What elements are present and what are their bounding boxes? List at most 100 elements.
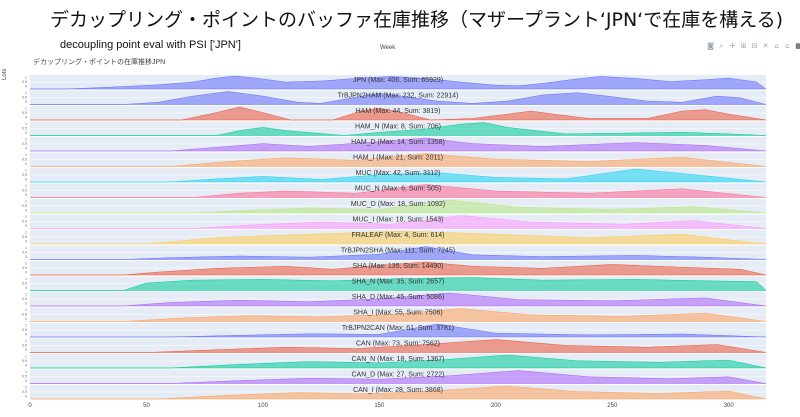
camera-icon[interactable]: ◙	[707, 42, 714, 50]
series-title: HAM_D (Max: 14, Sum: 1358)	[351, 139, 445, 146]
y-tick-label: 1	[25, 231, 27, 235]
zoom-in-icon[interactable]: ⊞	[740, 42, 747, 50]
y-tick-label: 0.5	[22, 80, 27, 84]
y-tick-label: 0.5	[22, 235, 27, 239]
y-tick-label: 0	[25, 302, 27, 306]
series-area	[30, 261, 767, 276]
y-tick-label: 0.5	[22, 297, 27, 301]
series-title: FRALEAF (Max: 4, Sum: 614)	[352, 232, 445, 239]
y-tick-label: 0	[25, 224, 27, 228]
y-tick-label: 1	[25, 138, 27, 142]
pan-icon[interactable]: ✛	[729, 42, 736, 50]
series-area	[30, 184, 767, 198]
y-tick-label: 0.5	[22, 111, 27, 115]
autoscale-icon[interactable]: ✕	[762, 42, 769, 50]
y-tick-label: 0	[25, 379, 27, 383]
slide-subtitle: decoupling point eval with PSI ['JPN']	[60, 39, 241, 51]
y-tick-label: 0	[25, 162, 27, 166]
x-tick-label: 150	[374, 403, 385, 409]
series-title: TrBJPN2CAN (Max: 61, Sum: 3781)	[342, 325, 454, 332]
series-title: MUC (Max: 42, Sum: 3112)	[356, 170, 441, 177]
x-axis-label: Week	[380, 45, 396, 51]
series-area	[30, 385, 767, 400]
y-tick-label: 0	[25, 333, 27, 337]
series-area	[30, 137, 767, 152]
series-title: HAM_N (Max: 8, Sum: 706)	[355, 124, 441, 131]
series-area	[30, 215, 767, 229]
series-title: HAM_I (Max: 21, Sum: 2011)	[353, 155, 443, 162]
series-area	[30, 122, 767, 136]
y-tick-label: 0.5	[22, 142, 27, 146]
y-tick-label: 0.5	[22, 282, 27, 286]
series-title: MUC_N (Max: 6, Sum: 505)	[355, 186, 441, 193]
y-tick-label: 0	[25, 255, 27, 259]
series-title: JPN (Max: 406, Sum: 65929)	[353, 77, 443, 84]
y-tick-label: 0.5	[22, 313, 27, 317]
zoom-icon[interactable]: ⌕	[719, 42, 724, 50]
series-title: CAN_D (Max: 27, Sum: 2722)	[352, 372, 445, 379]
y-tick-label: 0.5	[22, 251, 27, 255]
plot-modebar: ◙ ⌕ ✛ ⊞ ⊟ ✕ ⌂ ⌂ ▦	[707, 42, 800, 54]
series-title: SHA_N (Max: 35, Sum: 2657)	[352, 279, 445, 286]
y-tick-label: 1	[25, 200, 27, 204]
y-tick-label: 0	[25, 286, 27, 290]
series-title: SHA (Max: 135, Sum: 14490)	[352, 263, 443, 270]
y-tick-label: 1	[25, 76, 27, 80]
y-tick-label: 1	[25, 277, 27, 281]
y-tick-label: 0	[25, 240, 27, 244]
y-tick-label: 0	[25, 209, 27, 213]
y-tick-label: 1	[25, 107, 27, 111]
y-tick-label: 1	[25, 91, 27, 95]
series-title: HAM (Max: 44, Sum: 3819)	[356, 108, 441, 115]
y-tick-label: 0	[25, 116, 27, 120]
series-title: CAN_I (Max: 28, Sum: 3868)	[353, 387, 443, 394]
y-tick-label: 0	[25, 348, 27, 352]
series-title: CAN (Max: 73, Sum: 7562)	[356, 341, 440, 348]
y-tick-label: 1	[25, 169, 27, 173]
y-tick-label: 0.5	[22, 266, 27, 270]
x-tick-label: 200	[491, 403, 502, 409]
y-tick-label: 0	[25, 364, 27, 368]
y-tick-label: 0.5	[22, 204, 27, 208]
series-area	[30, 106, 767, 121]
series-area	[30, 292, 767, 307]
y-tick-label: 0.5	[22, 173, 27, 177]
reset-axes-icon[interactable]: ⌂	[774, 42, 779, 50]
series-area	[30, 153, 767, 167]
series-area	[30, 168, 767, 183]
series-area	[30, 277, 767, 291]
y-tick-label: 0.5	[22, 359, 27, 363]
series-area	[30, 230, 767, 245]
y-tick-label: 1	[25, 262, 27, 266]
series-title: SHA_D (Max: 45, Sum: 5086)	[352, 294, 445, 301]
y-tick-label: 1	[25, 386, 27, 390]
series-title: TrBJPN2SHA (Max: 111, Sum: 7245)	[341, 248, 455, 255]
x-tick-label: 250	[607, 403, 618, 409]
y-tick-label: 0.5	[22, 220, 27, 224]
y-tick-label: 1	[25, 355, 27, 359]
y-tick-label: 0	[25, 100, 27, 104]
y-tick-label: 1	[25, 293, 27, 297]
series-area	[30, 370, 767, 384]
y-tick-label: 0	[25, 147, 27, 151]
y-tick-label: 1	[25, 122, 27, 126]
series-area	[30, 308, 767, 322]
y-tick-label: 0.5	[22, 328, 27, 332]
y-tick-label: 0.5	[22, 344, 27, 348]
y-tick-label: 0	[25, 395, 27, 399]
series-title: CAN_N (Max: 18, Sum: 1367)	[352, 356, 445, 363]
chart-title: デカップリング・ポイントの在庫推移JPN	[33, 59, 166, 66]
y-tick-label: 0	[25, 271, 27, 275]
y-tick-label: 0.5	[22, 127, 27, 131]
plotly-logo-icon[interactable]: ▦	[795, 42, 800, 50]
zoom-out-icon[interactable]: ⊟	[751, 42, 758, 50]
y-tick-label: 0.5	[22, 390, 27, 394]
home-icon[interactable]: ⌂	[785, 42, 790, 50]
y-tick-label: 0	[25, 131, 27, 135]
series-area	[30, 323, 767, 338]
series-title: TrBJPN2HAM (Max: 232, Sum: 22914)	[338, 93, 459, 100]
y-tick-label: 0.5	[22, 96, 27, 100]
slide-title: デカップリング・ポイントのバッファ在庫推移（マザープラント‘JPN‘で在庫を構え…	[50, 9, 784, 31]
y-tick-label: 0.5	[22, 158, 27, 162]
series-area	[30, 354, 767, 369]
